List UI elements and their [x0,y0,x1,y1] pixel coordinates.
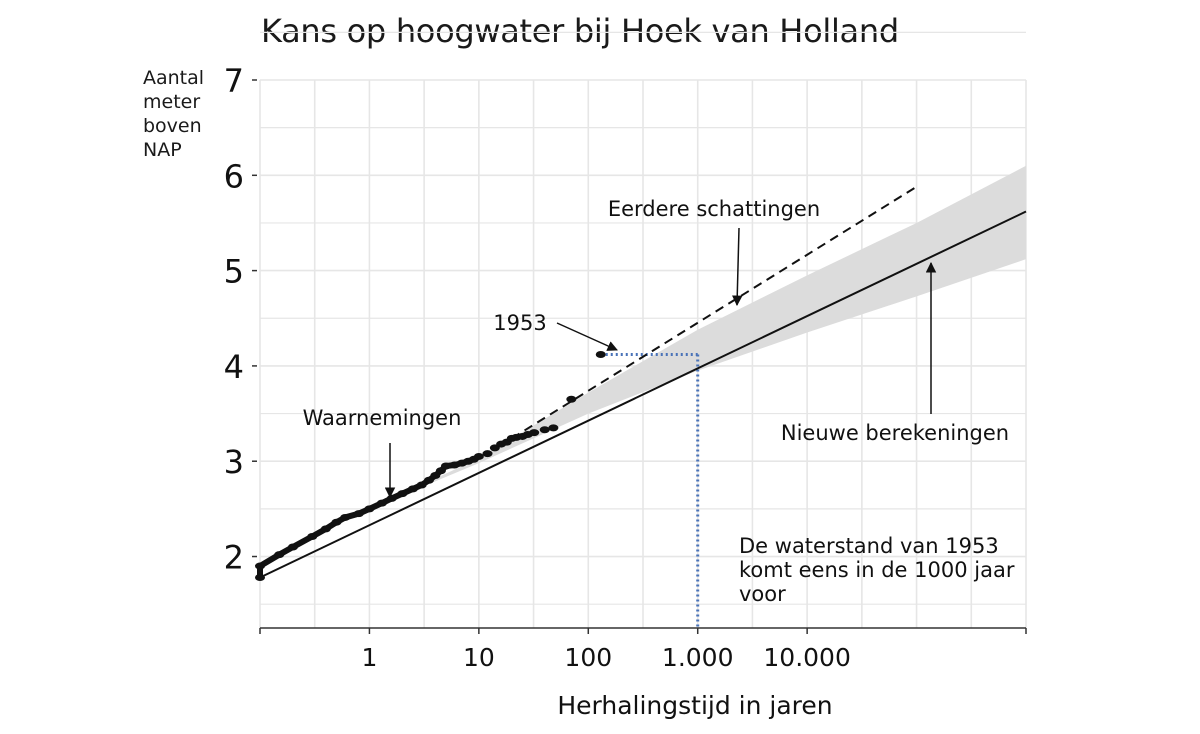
x-tick-label: 100 [564,643,612,672]
axes: 2 3 4 5 6 7 1 10 100 1.000 10.000 Herhalingstijd in… [224,62,1027,720]
observation-point [539,426,550,434]
observation-point [397,490,408,498]
observation-point [566,395,577,403]
observation-points [255,350,606,581]
y-tick-label: 2 [224,539,244,577]
y-axis-label-line: meter [143,91,201,113]
new-calculation-line [259,210,1027,579]
y-axis-label-line: NAP [143,139,182,161]
x-tick-label: 1 [361,643,377,672]
y-axis-label: Aantal meter boven NAP [143,66,204,162]
uncertainty-band-area [260,165,1026,578]
x-tick-label: 10 [463,643,495,672]
annotation-new-calculations: Nieuwe berekeningen [781,421,1009,445]
y-tick-label: 3 [224,443,244,481]
annotation-previous-estimates: Eerdere schattingen [608,197,820,221]
uncertainty-band [260,165,1026,578]
annotation-1953: 1953 [493,311,546,335]
grid [259,31,1027,628]
observation-point [307,533,318,541]
observation-point [548,424,559,432]
y-tick-label: 6 [224,157,244,195]
observation-point [340,513,351,521]
observation-point [376,499,387,507]
observation-point [386,494,397,502]
observation-point [423,476,434,484]
observation-point [407,485,418,493]
observation-point [430,472,441,480]
annotation-1953-return-period-line: voor [739,582,786,606]
observation-point [364,505,375,513]
observation-point [320,525,331,533]
annotation-previous-estimates-arrow [731,227,743,307]
observation-point [440,462,451,470]
x-tick-label: 10.000 [763,643,850,672]
annotation-1953-return-period-line: komt eens in de 1000 jaar [739,558,1015,582]
x-tick-label: 1.000 [662,643,734,672]
observation-point [482,450,493,458]
y-axis-label-line: Aantal [143,67,205,89]
x-axis-label: Herhalingstijd in jaren [557,691,832,720]
observation-point [255,573,265,581]
observation-point [353,510,364,518]
previous-estimate-line [511,185,918,440]
observation-point [416,481,427,489]
annotation-observations: Waarnemingen [303,406,462,430]
chart-title: Kans op hoogwater bij Hoek van Holland [261,12,899,50]
observation-point [331,518,342,526]
observation-point [274,551,285,559]
y-tick-label: 5 [224,253,244,291]
observation-point [595,350,606,358]
annotation-1953-arrow [556,322,618,351]
y-tick-label: 7 [224,62,244,100]
y-tick-label: 4 [224,348,244,386]
annotation-1953-return-period-line: De waterstand van 1953 [739,534,999,558]
series-lines [259,185,1027,628]
observation-point [529,429,540,437]
annotations: Eerdere schattingen 1953 Waarnemingen Nieuw… [303,197,1015,606]
observation-point [473,452,484,460]
observation-point [255,562,265,570]
observation-point [287,543,298,551]
y-axis-label-line: boven [143,115,202,137]
